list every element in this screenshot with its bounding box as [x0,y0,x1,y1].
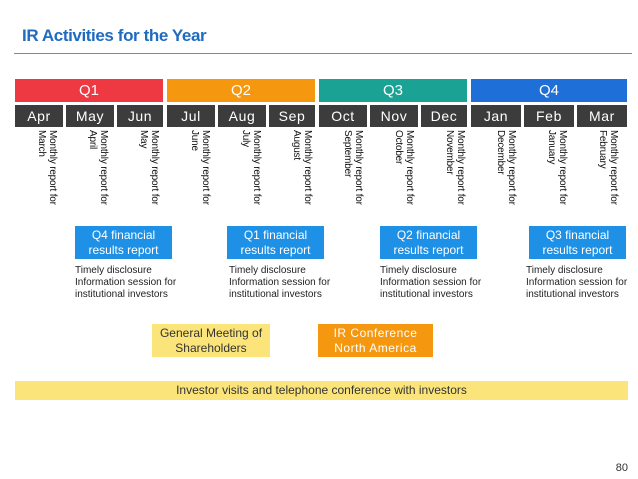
investor-visits-bar: Investor visits and telephone conference… [15,381,628,400]
monthly-report-label: Monthly report for January [546,130,568,205]
month-jan: Jan [471,105,521,127]
ir-conference-line1: IR Conference [333,326,418,340]
monthly-report-label: Monthly report for August [291,130,313,205]
note-line: Timely disclosure [229,265,306,276]
month-dec: Dec [421,105,467,127]
general-meeting-box: General Meeting of Shareholders [152,324,270,357]
monthly-report-label: Monthly report for November [444,130,466,205]
monthly-report-label: Monthly report for May [138,130,160,205]
page-title: IR Activities for the Year [22,26,207,45]
ir-conference-line2: North America [334,341,417,355]
quarter-bar-q3: Q3 [319,79,467,102]
note-line: Timely disclosure [526,265,603,276]
note-line: institutional investors [526,289,619,300]
results-box-line2: results report [542,243,613,257]
monthly-report-label: Monthly report for April [87,130,109,205]
results-box-line1: Q3 financial [545,228,610,242]
results-report-box-q3: Q3 financial results report [529,226,626,259]
quarter-bar-q4: Q4 [471,79,627,102]
month-sep: Sep [269,105,315,127]
month-jun: Jun [117,105,163,127]
title-divider [14,53,632,54]
note-line: Information session for [380,277,482,288]
disclosure-note: Timely disclosure Information session fo… [526,265,627,301]
note-line: Timely disclosure [380,265,457,276]
quarter-bar-q2: Q2 [167,79,315,102]
general-meeting-line1: General Meeting of [159,326,263,340]
monthly-report-label: Monthly report for June [189,130,211,205]
note-line: institutional investors [380,289,473,300]
monthly-report-label: Monthly report for December [495,130,517,205]
results-report-box-q4: Q4 financial results report [75,226,172,259]
monthly-report-label: Monthly report for March [36,130,58,205]
month-mar: Mar [577,105,627,127]
page-number: 80 [615,462,628,474]
month-feb: Feb [524,105,574,127]
results-report-box-q2: Q2 financial results report [380,226,477,259]
month-nov: Nov [370,105,418,127]
note-line: Information session for [229,277,331,288]
results-box-line2: results report [88,243,159,257]
month-oct: Oct [319,105,367,127]
monthly-report-label: Monthly report for February [597,130,619,205]
month-jul: Jul [167,105,215,127]
quarter-bar-q1: Q1 [15,79,163,102]
month-aug: Aug [218,105,266,127]
monthly-report-label: Monthly report for July [240,130,262,205]
monthly-report-label: Monthly report for September [342,130,364,205]
disclosure-note: Timely disclosure Information session fo… [229,265,330,301]
monthly-report-label: Monthly report for October [393,130,415,205]
note-line: Timely disclosure [75,265,152,276]
month-may: May [66,105,114,127]
results-box-line1: Q2 financial [396,228,461,242]
results-box-line1: Q1 financial [243,228,308,242]
disclosure-note: Timely disclosure Information session fo… [380,265,481,301]
results-box-line1: Q4 financial [91,228,156,242]
results-box-line2: results report [393,243,464,257]
general-meeting-line2: Shareholders [175,341,247,355]
note-line: Information session for [526,277,628,288]
month-apr: Apr [15,105,63,127]
note-line: Information session for [75,277,177,288]
ir-conference-box: IR Conference North America [318,324,433,357]
note-line: institutional investors [229,289,322,300]
note-line: institutional investors [75,289,168,300]
results-report-box-q1: Q1 financial results report [227,226,324,259]
results-box-line2: results report [240,243,311,257]
disclosure-note: Timely disclosure Information session fo… [75,265,176,301]
